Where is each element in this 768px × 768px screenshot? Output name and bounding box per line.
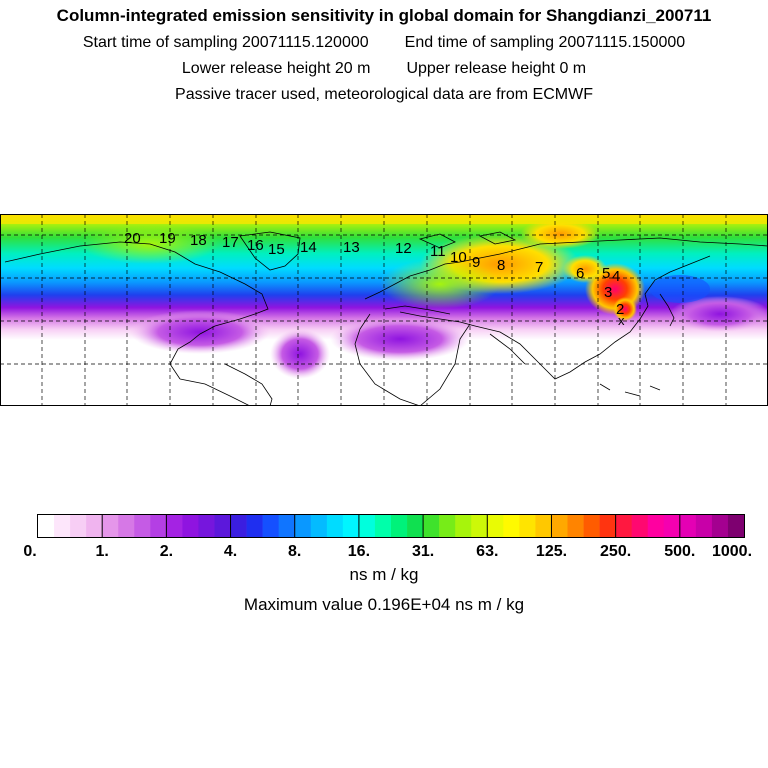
traj-label: 14 [300, 239, 317, 256]
colorbar-cell [487, 515, 504, 537]
colorbar-cell [727, 515, 745, 537]
upper-release-label: Upper release height 0 m [406, 60, 587, 77]
colorbar-cell [166, 515, 183, 537]
colorbar-tick-label: 500. [664, 543, 695, 560]
colorbar-tick-label: 31. [412, 543, 434, 560]
end-time-label: End time of sampling 20071115.150000 [404, 34, 686, 51]
colorbar-cell [679, 515, 697, 537]
colorbar-cells [38, 515, 745, 537]
sensitivity-field [1, 215, 767, 405]
release-height-line: Lower release height 20 m Upper release h… [0, 60, 768, 78]
colorbar-cell [214, 515, 231, 537]
traj-label: 15 [268, 241, 285, 258]
colorbar-cell [455, 515, 472, 537]
traj-label: 3 [604, 284, 612, 301]
colorbar-cell [423, 515, 440, 537]
colorbar-cell [583, 515, 600, 537]
colorbar-tick-label: 1000. [712, 543, 752, 560]
colorbar-cell [551, 515, 568, 537]
colorbar-frame [37, 514, 745, 538]
colorbar-tick-label: 125. [536, 543, 567, 560]
colorbar-cell [631, 515, 649, 537]
colorbar-cell [262, 515, 279, 537]
plot-title: Column-integrated emission sensitivity i… [56, 6, 712, 25]
colorbar-cell [102, 515, 119, 537]
colorbar-cell [310, 515, 328, 537]
traj-label: 19 [159, 230, 176, 247]
colorbar-tick-labels: 0. 1. 2. 4. 8. 16. 31. 63. 125. 250. 500. 1000. [23, 543, 752, 560]
colorbar-cell [711, 515, 729, 537]
traj-label: 2 [616, 301, 624, 318]
traj-label: 20 [124, 230, 141, 247]
colorbar-cell [567, 515, 584, 537]
traj-label: 8 [497, 257, 505, 274]
colorbar-cell [118, 515, 135, 537]
colorbar-tick-label: 63. [476, 543, 498, 560]
traj-label: 4 [612, 268, 620, 285]
traj-label: 16 [247, 237, 264, 254]
colorbar-cell [246, 515, 263, 537]
start-time-label: Start time of sampling 20071115.120000 [82, 34, 369, 51]
colorbar-cell [38, 515, 55, 537]
colorbar-major-dividers [101, 515, 681, 537]
colorbar-cell [358, 515, 376, 537]
colorbar-cell [374, 515, 392, 537]
colorbar-cell [391, 515, 408, 537]
colorbar-cell [615, 515, 632, 537]
colorbar-cell [519, 515, 536, 537]
colorbar-cell [663, 515, 681, 537]
traj-label: 6 [576, 265, 584, 282]
traj-label: 10 [450, 249, 467, 266]
colorbar-tick-label: 4. [224, 543, 237, 560]
colorbar-cell [278, 515, 296, 537]
colorbar-cell [342, 515, 360, 537]
colorbar-cell [54, 515, 71, 537]
sensitivity-map: 20 19 18 17 16 15 14 13 12 11 10 9 8 7 6… [0, 214, 768, 406]
colorbar-tick-label: 2. [160, 543, 173, 560]
colorbar-cell [70, 515, 87, 537]
sampling-time-line: Start time of sampling 20071115.120000 En… [0, 34, 768, 52]
colorbar-cell [150, 515, 167, 537]
colorbar-cell [407, 515, 424, 537]
traj-label: 5 [602, 265, 610, 282]
coastlines [4, 231, 768, 406]
colorbar-cell [182, 515, 199, 537]
colorbar-cell [535, 515, 552, 537]
colorbar-cell [326, 515, 344, 537]
traj-label: 17 [222, 234, 239, 251]
station-marker: x [618, 313, 625, 328]
traj-label: 18 [190, 232, 207, 249]
maximum-value: Maximum value 0.196E+04 ns m / kg [243, 595, 525, 614]
traj-label: 11 [430, 243, 446, 260]
traj-label: 13 [343, 239, 360, 256]
colorbar-tick-label: 8. [288, 543, 301, 560]
tracer-info: Passive tracer used, meteorological data… [175, 86, 593, 103]
lat-lon-grid [0, 214, 768, 406]
colorbar-cell [86, 515, 103, 537]
colorbar-cell [294, 515, 312, 537]
traj-label: 7 [535, 259, 543, 276]
colorbar-cell [471, 515, 488, 537]
colorbar-cell [134, 515, 151, 537]
traj-label: 12 [395, 240, 412, 257]
colorbar-tick-label: 16. [348, 543, 370, 560]
lower-release-label: Lower release height 20 m [181, 60, 371, 77]
colorbar-cell [647, 515, 665, 537]
colorbar-tick-label: 250. [600, 543, 631, 560]
trajectory-labels: 20 19 18 17 16 15 14 13 12 11 10 9 8 7 6… [124, 230, 625, 328]
colorbar-unit: ns m / kg [349, 565, 419, 584]
colorbar: 0. 1. 2. 4. 8. 16. 31. 63. 125. 250. 500. 1000. [23, 514, 752, 560]
colorbar-cell [198, 515, 215, 537]
colorbar-tick-label: 1. [96, 543, 109, 560]
colorbar-cell [599, 515, 616, 537]
colorbar-cell [230, 515, 247, 537]
traj-label: 9 [472, 254, 480, 271]
colorbar-cell [439, 515, 456, 537]
colorbar-cell [503, 515, 520, 537]
colorbar-tick-label: 0. [23, 543, 36, 560]
colorbar-cell [695, 515, 713, 537]
